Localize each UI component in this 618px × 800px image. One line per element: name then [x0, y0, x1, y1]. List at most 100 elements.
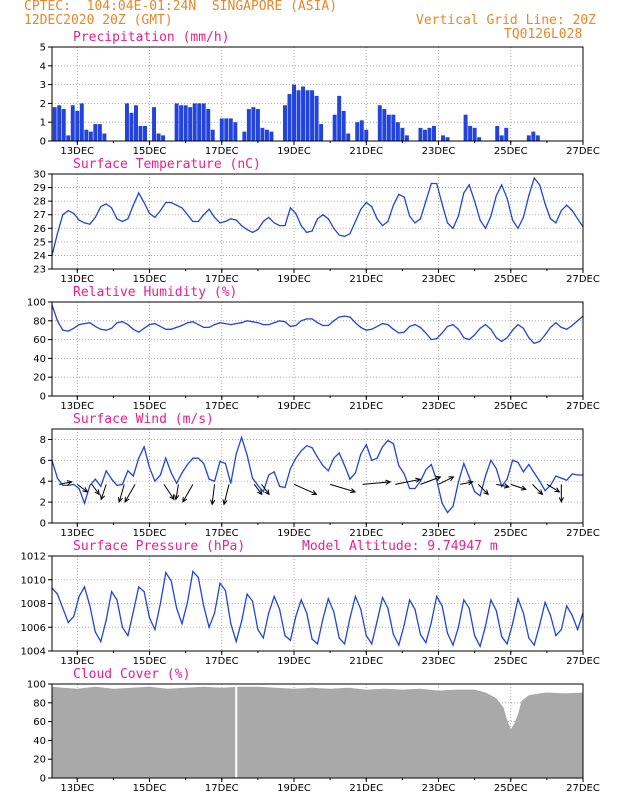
humidity-xtick-label: 23DEC [422, 401, 456, 412]
precip-bar [495, 125, 500, 141]
humidity-point [289, 325, 292, 328]
cloud-cover-xtick-label: 23DEC [422, 783, 456, 794]
temperature-point [539, 184, 541, 186]
pressure-point [56, 593, 59, 595]
precip-bar [52, 107, 57, 141]
temperature-point [197, 220, 199, 223]
wind-point [533, 472, 535, 474]
wind-point [474, 491, 476, 493]
precip-bar [531, 131, 536, 141]
pressure-point [154, 629, 156, 631]
pressure-point [148, 617, 151, 619]
wind-ytick-label: 6 [40, 456, 46, 467]
humidity-panel: 0 20 40 60 80 100 13DEC 15DEC 17DEC 19DEC 21DEC 23D… [27, 285, 600, 412]
pressure-point [246, 593, 248, 595]
wind-arrowhead [415, 477, 422, 483]
wind-arrowhead [222, 499, 228, 506]
precip-bar [206, 109, 211, 141]
precip-bar [210, 129, 215, 141]
precip-bar [319, 124, 324, 141]
temperature-point [284, 224, 286, 227]
humidity-point [381, 323, 384, 325]
humidity-point [94, 325, 96, 328]
precip-bar [102, 133, 107, 141]
pressure-point [89, 605, 91, 607]
temperature-point [219, 222, 221, 224]
humidity-point [67, 330, 69, 332]
wind-arrowhead [66, 480, 73, 486]
precip-bar [382, 109, 387, 141]
pressure-point [78, 595, 80, 597]
temperature-point [506, 197, 508, 200]
precip-bar [61, 109, 66, 141]
temperature-point [484, 227, 487, 229]
humidity-point [343, 315, 346, 317]
temperature-point [213, 216, 216, 219]
wind-ytick-label: 2 [40, 498, 46, 509]
humidity-point [78, 323, 80, 326]
humidity-point [219, 322, 221, 324]
wind-ytick-label: 0 [40, 519, 46, 530]
humidity-xtick-label: 13DEC [60, 401, 94, 412]
temperature-point [289, 207, 292, 209]
temperature-xtick-label: 25DEC [494, 274, 528, 285]
wind-point [365, 444, 367, 446]
humidity-point [246, 320, 248, 322]
temperature-point [154, 216, 156, 219]
humidity-point [208, 326, 210, 328]
pressure-point [479, 645, 481, 647]
temperature-point [387, 220, 389, 223]
precip-bar [224, 118, 229, 141]
wind-arrow [59, 481, 72, 485]
wind-panel: 0 2 4 6 8 13DEC 15DEC 17DEC 19DEC 21DEC 23DEC 25DEC… [40, 412, 600, 539]
pressure-xtick-label: 25DEC [494, 656, 528, 667]
precip-bar [463, 114, 468, 141]
cloud-cover-ytick-label: 20 [33, 755, 46, 766]
pressure-point [192, 570, 194, 573]
cloud-cover-frame [51, 683, 584, 779]
humidity-point [327, 324, 329, 327]
humidity-point [419, 326, 422, 328]
wind-point [381, 446, 384, 448]
pressure-point [371, 643, 373, 645]
temperature-point [78, 219, 80, 221]
temperature-point [127, 218, 129, 220]
humidity-point [105, 329, 107, 331]
pressure-point [295, 615, 297, 618]
pressure-point [414, 608, 416, 611]
wind-point [566, 479, 568, 481]
wind-point [549, 484, 552, 486]
wind-point [78, 487, 80, 490]
humidity-point [549, 326, 552, 328]
humidity-point [511, 329, 514, 331]
temperature-point [463, 192, 465, 194]
pressure-point [306, 612, 308, 614]
precip-bar [233, 122, 238, 141]
precip-bar [468, 125, 473, 141]
wind-arrow [118, 484, 125, 502]
humidity-point [517, 323, 519, 326]
wind-arrow [546, 483, 560, 493]
wind-arrow [496, 483, 509, 488]
cloud-cover-xtick-label: 25DEC [494, 783, 528, 794]
wind-point [83, 502, 86, 504]
humidity-point [463, 337, 465, 339]
humidity-point [490, 328, 492, 330]
wind-point [371, 459, 373, 461]
pressure-point [463, 599, 465, 601]
pressure-point [235, 640, 237, 643]
wind-point [576, 474, 579, 476]
temperature-point [490, 215, 492, 217]
precip-bar [386, 114, 391, 141]
temperature-point [143, 201, 145, 204]
humidity-point [159, 325, 161, 328]
wind-point [349, 478, 351, 480]
humidity-point [170, 328, 172, 330]
temperature-point [533, 177, 535, 179]
precip-bar [477, 137, 482, 141]
pressure-point [365, 634, 367, 637]
temperature-ytick-label: 23 [33, 265, 46, 276]
cloud-cover-title: Cloud Cover (%) [73, 667, 190, 682]
temperature-ytick-label: 24 [33, 251, 46, 262]
